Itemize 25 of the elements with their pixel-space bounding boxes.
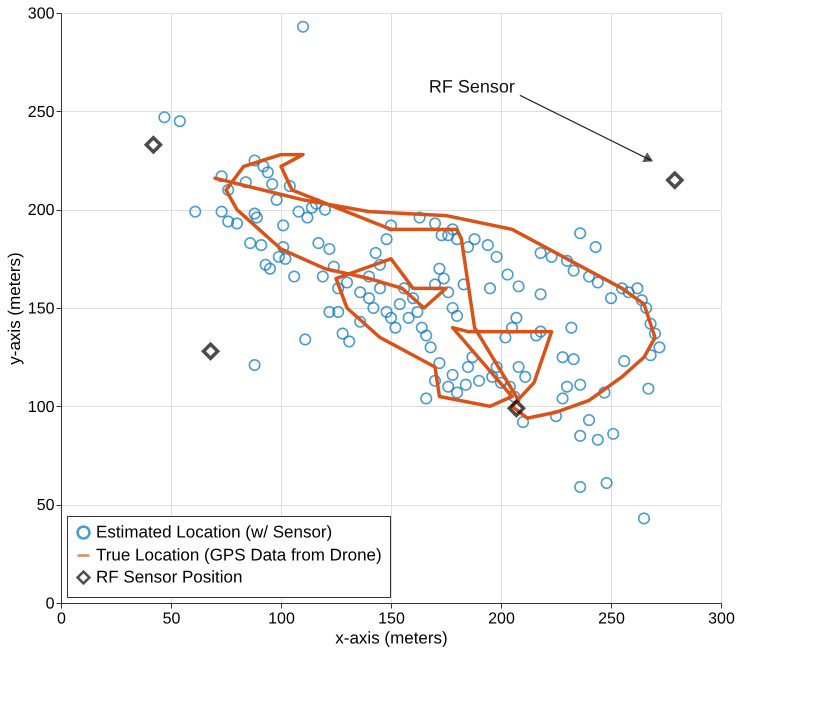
legend-label: Estimated Location (w/ Sensor) bbox=[96, 522, 332, 542]
x-tick-label: 250 bbox=[598, 610, 625, 628]
x-tick-label: 0 bbox=[57, 610, 66, 628]
y-tick-label: 150 bbox=[28, 300, 55, 318]
legend-label: RF Sensor Position bbox=[96, 568, 242, 586]
legend-label: True Location (GPS Data from Drone) bbox=[96, 546, 382, 564]
y-tick-label: 300 bbox=[28, 6, 55, 22]
x-axis-title: x-axis (meters) bbox=[335, 628, 448, 648]
y-tick-label: 0 bbox=[46, 596, 55, 612]
line-series bbox=[213, 152, 657, 420]
annotation: RF Sensor bbox=[428, 76, 515, 96]
y-tick-label: 200 bbox=[28, 202, 55, 220]
x-tick-label: 300 bbox=[708, 610, 735, 628]
y-axis-title: y-axis (meters) bbox=[4, 252, 24, 365]
point bbox=[666, 171, 684, 189]
x-tick-label: 100 bbox=[268, 610, 295, 628]
x-tick-label: 50 bbox=[162, 610, 180, 628]
x-tick-label: 200 bbox=[488, 610, 515, 628]
y-tick-label: 100 bbox=[28, 398, 55, 416]
y-tick-label: 50 bbox=[36, 497, 55, 514]
point bbox=[144, 136, 162, 154]
x-tick-label: 150 bbox=[378, 610, 405, 628]
point bbox=[202, 342, 220, 360]
point bbox=[508, 399, 526, 418]
y-tick-label: 250 bbox=[28, 104, 55, 121]
